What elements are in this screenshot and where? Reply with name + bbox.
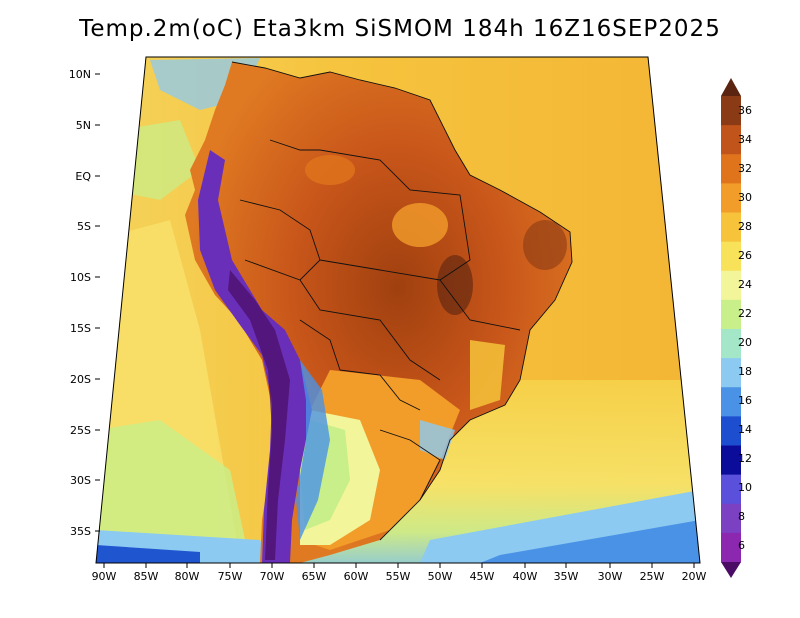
andes-cold-band (198, 150, 312, 563)
colorbar-label: 10 (738, 481, 752, 494)
colorbar-top-arrow (721, 78, 741, 96)
lat-label: 30S (70, 474, 91, 487)
longitude-labels: 90W 85W 80W 75W 70W 65W 60W 55W 50W 45W … (92, 570, 707, 583)
lat-label: 25S (70, 424, 91, 437)
colorbar-label: 14 (738, 423, 752, 436)
colorbar-segment (721, 503, 741, 534)
lon-label: 55W (386, 570, 411, 583)
lon-label: 35W (554, 570, 579, 583)
lon-label: 20W (682, 570, 707, 583)
colorbar-label: 8 (738, 510, 745, 523)
colorbar-segment (721, 241, 741, 272)
hot-core-northeast (523, 220, 567, 270)
colorbar-label: 36 (738, 104, 752, 117)
colorbar-label: 24 (738, 278, 752, 291)
colorbar-segment (721, 474, 741, 505)
colorbar-segment (721, 154, 741, 184)
longitude-axis (103, 563, 695, 568)
colorbar-label: 30 (738, 191, 752, 204)
country-borders (231, 61, 573, 541)
colorbar-segment (721, 416, 741, 446)
pacific-cool-field (96, 420, 250, 563)
colorbar-segment (721, 445, 741, 476)
lon-label: 25W (640, 570, 665, 583)
colorbar-label: 12 (738, 452, 752, 465)
latitude-axis (95, 73, 100, 532)
southeast-highland (470, 340, 505, 410)
lat-label: 5N (76, 119, 91, 132)
lon-label: 60W (344, 570, 369, 583)
colorbar-label: 6 (738, 539, 745, 552)
andes-blue-fringe (296, 360, 330, 540)
colorbar-segment (721, 96, 741, 126)
colorbar-bottom-arrow (721, 562, 741, 578)
lon-label: 50W (428, 570, 453, 583)
amazon-patch-2 (305, 155, 355, 185)
lon-label: 85W (134, 570, 159, 583)
lat-label: 10S (70, 271, 91, 284)
lon-label: 30W (598, 570, 623, 583)
south-colder-band (480, 520, 700, 563)
latitude-labels: 10N 5N EQ 5S 10S 15S 20S 25S 30S 35S (69, 68, 92, 538)
colorbar-label: 34 (738, 133, 752, 146)
colorbar-label: 32 (738, 162, 752, 175)
colorbar-label: 20 (738, 336, 752, 349)
colorbar-segment (721, 532, 741, 563)
hot-core-center (437, 255, 473, 315)
lon-label: 65W (302, 570, 327, 583)
colorbar-segment (721, 125, 741, 155)
lon-label: 90W (92, 570, 117, 583)
colorbar-label: 16 (738, 394, 752, 407)
map-title: Temp.2m(oC) Eta3km SiSMOM 184h 16Z16SEP2… (79, 16, 721, 42)
lat-label: 15S (70, 322, 91, 335)
colorbar-label: 28 (738, 220, 752, 233)
lat-label: 5S (77, 220, 91, 233)
lon-label: 45W (470, 570, 495, 583)
colorbar-label: 22 (738, 307, 752, 320)
lat-label: 10N (69, 68, 91, 81)
colorbar-label: 18 (738, 365, 752, 378)
colorbar-label: 26 (738, 249, 752, 262)
map-domain-outline (95, 56, 701, 564)
lon-label: 70W (260, 570, 285, 583)
colorbar-segment (721, 270, 741, 301)
colorbar-segment (721, 183, 741, 213)
southwest-colder-band (96, 545, 200, 563)
colorbar-segment (721, 299, 741, 330)
colorbar: 36 34 32 30 28 26 24 22 20 18 16 14 12 1… (721, 78, 752, 578)
lon-label: 75W (218, 570, 243, 583)
colorbar-segment (721, 387, 741, 417)
lon-label: 40W (513, 570, 538, 583)
andes-colder-core (228, 270, 290, 560)
lat-label: EQ (75, 170, 91, 183)
lat-label: 35S (70, 525, 91, 538)
colorbar-segment (721, 212, 741, 243)
map-fields (96, 57, 700, 563)
lat-label: 20S (70, 373, 91, 386)
colorbar-segment (721, 358, 741, 388)
lon-label: 80W (175, 570, 200, 583)
amazon-cool-patch (392, 203, 448, 247)
colorbar-segment (721, 329, 741, 359)
